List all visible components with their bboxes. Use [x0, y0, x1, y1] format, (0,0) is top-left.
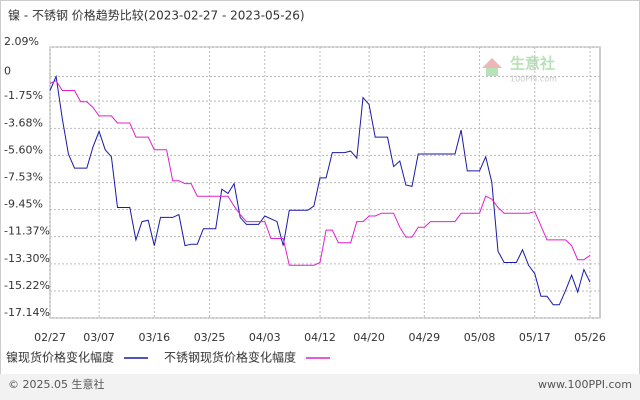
y-tick-label: -17.14%	[4, 306, 50, 319]
series-line	[49, 74, 591, 306]
watermark: 生意社 100PPI.com	[482, 55, 557, 84]
chart-title: 镍 - 不锈钢 价格趋势比较(2023-02-27 - 2023-05-26)	[8, 8, 305, 23]
x-tick-label: 04/20	[353, 331, 385, 344]
x-tick-label: 05/08	[464, 331, 496, 344]
x-tick-label: 03/07	[83, 331, 115, 344]
x-tick-label: 05/26	[574, 331, 606, 344]
y-tick-label: -3.68%	[4, 116, 43, 129]
y-tick-label: -13.30%	[4, 252, 50, 265]
legend-label: 不锈钢现货价格变化幅度	[164, 350, 296, 365]
y-tick-label: 0	[4, 64, 11, 77]
watermark-icon	[482, 58, 502, 68]
y-tick-label: -15.22%	[4, 279, 50, 292]
y-tick-label: -9.45%	[4, 198, 43, 211]
x-tick-label: 04/03	[249, 331, 281, 344]
watermark-site: 100PPI.com	[510, 75, 557, 84]
y-tick-label: 2.09%	[4, 35, 39, 48]
legend-label: 镍现货价格变化幅度	[6, 350, 114, 365]
series-line	[49, 80, 591, 266]
x-tick-label: 04/29	[408, 331, 440, 344]
watermark-icon	[486, 68, 498, 76]
y-tick-label: -5.60%	[4, 143, 43, 156]
y-tick-label: -11.37%	[4, 225, 50, 238]
x-tick-label: 04/12	[304, 331, 336, 344]
x-tick-label: 03/25	[194, 331, 226, 344]
y-tick-label: -7.53%	[4, 171, 43, 184]
x-tick-label: 03/16	[138, 331, 170, 344]
x-tick-label: 05/17	[519, 331, 551, 344]
x-tick-label: 02/27	[34, 331, 66, 344]
footer-left: © 2025.05 生意社	[8, 377, 104, 391]
footer-bar	[0, 374, 640, 400]
footer-right: www.100PPI.com	[538, 378, 632, 391]
watermark-logo: 生意社	[510, 55, 555, 73]
y-tick-label: -1.75%	[4, 89, 43, 102]
